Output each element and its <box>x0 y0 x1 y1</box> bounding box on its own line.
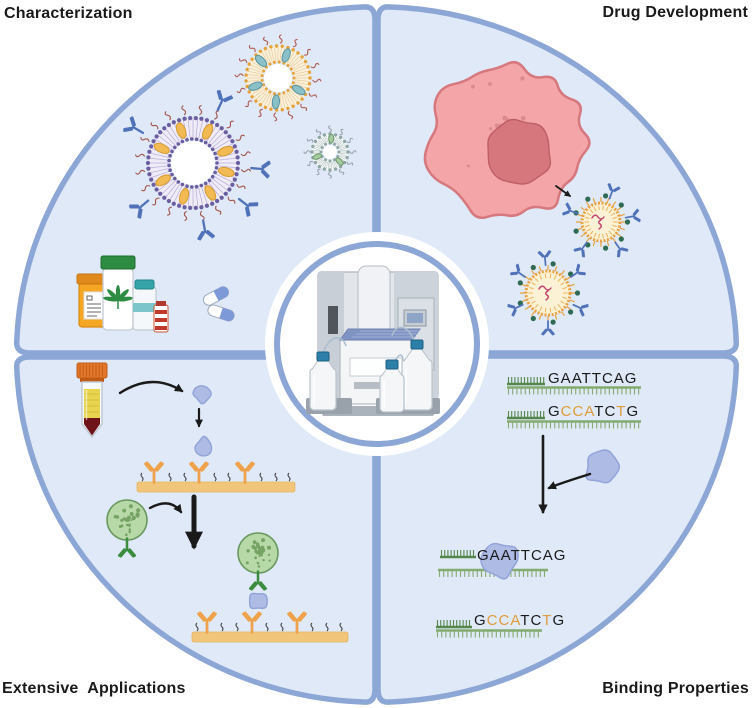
dna-sequence-match-top: GAATTCAG <box>548 370 638 387</box>
spr-instrument-icon <box>306 265 440 416</box>
label-characterization: Characterization <box>4 5 133 22</box>
label-binding-properties: Binding Properties <box>602 680 749 697</box>
extensive-applications-art <box>76 362 349 643</box>
binding-properties-art <box>436 377 641 638</box>
drug-development-art <box>423 60 641 336</box>
dna-sequence-match-bound: GAATTCAG <box>477 547 567 564</box>
label-drug-development: Drug Development <box>602 4 748 21</box>
characterization-art <box>76 34 357 333</box>
dna-sequence-mismatch-top: GCCATCTG <box>548 403 640 420</box>
quadrant-binding-properties <box>375 353 740 705</box>
dna-sequence-mismatch-unbound: GCCATCTG <box>474 612 566 629</box>
label-extensive-applications: Extensive Applications <box>2 680 186 697</box>
